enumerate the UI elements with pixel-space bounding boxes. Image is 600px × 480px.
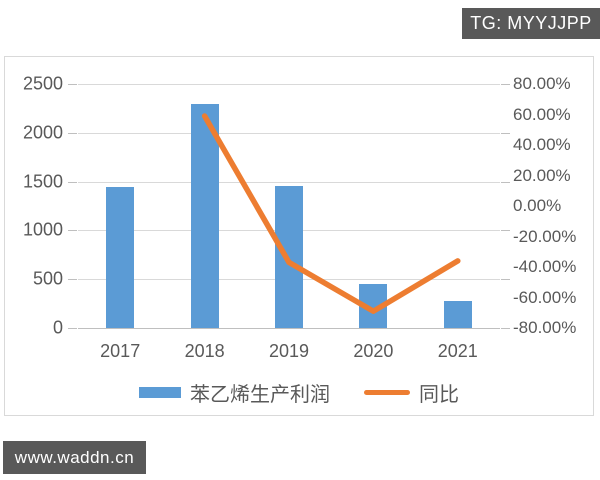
chart-container: 2500 2000 1500 1000 500 0 80.00% 60.00% 40.00% 20…	[4, 56, 594, 416]
legend-label: 同比	[419, 383, 459, 406]
left-axis-tick	[68, 328, 77, 329]
left-axis-tick-label: 0	[52, 317, 63, 338]
left-axis-tick-label: 1000	[22, 219, 63, 240]
right-axis-tick	[501, 181, 510, 183]
left-axis-tick	[68, 279, 77, 281]
left-axis-tick	[68, 230, 77, 232]
right-axis-tick	[501, 230, 510, 232]
x-axis-label: 2017	[100, 341, 141, 361]
right-axis-tick-label: 0.00%	[513, 196, 562, 215]
x-axis-label: 2021	[437, 341, 478, 361]
right-axis-tick	[501, 328, 510, 329]
legend-rect-swatch	[139, 386, 181, 398]
right-axis-tick-label: 60.00%	[513, 104, 571, 124]
bar-2019	[275, 185, 303, 328]
yoy-line	[201, 113, 461, 314]
legend-item: 苯乙烯生产利润	[139, 378, 330, 407]
legend-item: 同比	[364, 378, 459, 407]
right-axis-tick	[501, 132, 510, 134]
right-axis-tick-label: 80.00%	[513, 74, 571, 93]
yoy-line-series	[201, 113, 461, 314]
right-axis-tick-label: -60.00%	[513, 287, 577, 307]
right-axis-tick-label: 40.00%	[513, 135, 571, 154]
left-axis-tick	[68, 84, 77, 85]
bar-2018	[190, 104, 219, 328]
right-axis-tick	[501, 279, 510, 281]
watermark-badge: www.waddn.cn	[3, 441, 146, 474]
left-axis-tick-label: 500	[32, 268, 63, 289]
left-axis-tick	[68, 181, 77, 183]
x-axis-label: 2019	[268, 341, 310, 361]
x-axis-label: 2020	[353, 341, 394, 361]
gridline	[78, 181, 500, 183]
gridline	[78, 84, 500, 85]
left-axis-tick-label: 2500	[22, 73, 63, 94]
bar-2017	[106, 187, 135, 328]
channel-badge: TG: MYYJJPP	[462, 8, 600, 39]
right-axis-tick-label: -40.00%	[513, 257, 577, 276]
left-axis-tick-label: 2000	[22, 122, 63, 143]
right-axis-tick-label: 20.00%	[513, 165, 571, 185]
left-axis-tick-label: 1500	[22, 171, 63, 192]
bar-2021	[443, 300, 472, 328]
right-axis-tick	[501, 84, 510, 85]
right-axis-tick-label: -20.00%	[513, 226, 577, 246]
chart-legend: 苯乙烯生产利润 同比	[5, 378, 593, 407]
x-axis-label: 2018	[184, 341, 225, 361]
gridline	[78, 132, 500, 134]
left-axis-tick	[68, 132, 77, 134]
x-axis-line	[78, 328, 500, 329]
legend-line-swatch	[364, 389, 410, 395]
legend-label: 苯乙烯生产利润	[190, 383, 330, 406]
right-axis-tick-label: -80.00%	[513, 318, 577, 337]
